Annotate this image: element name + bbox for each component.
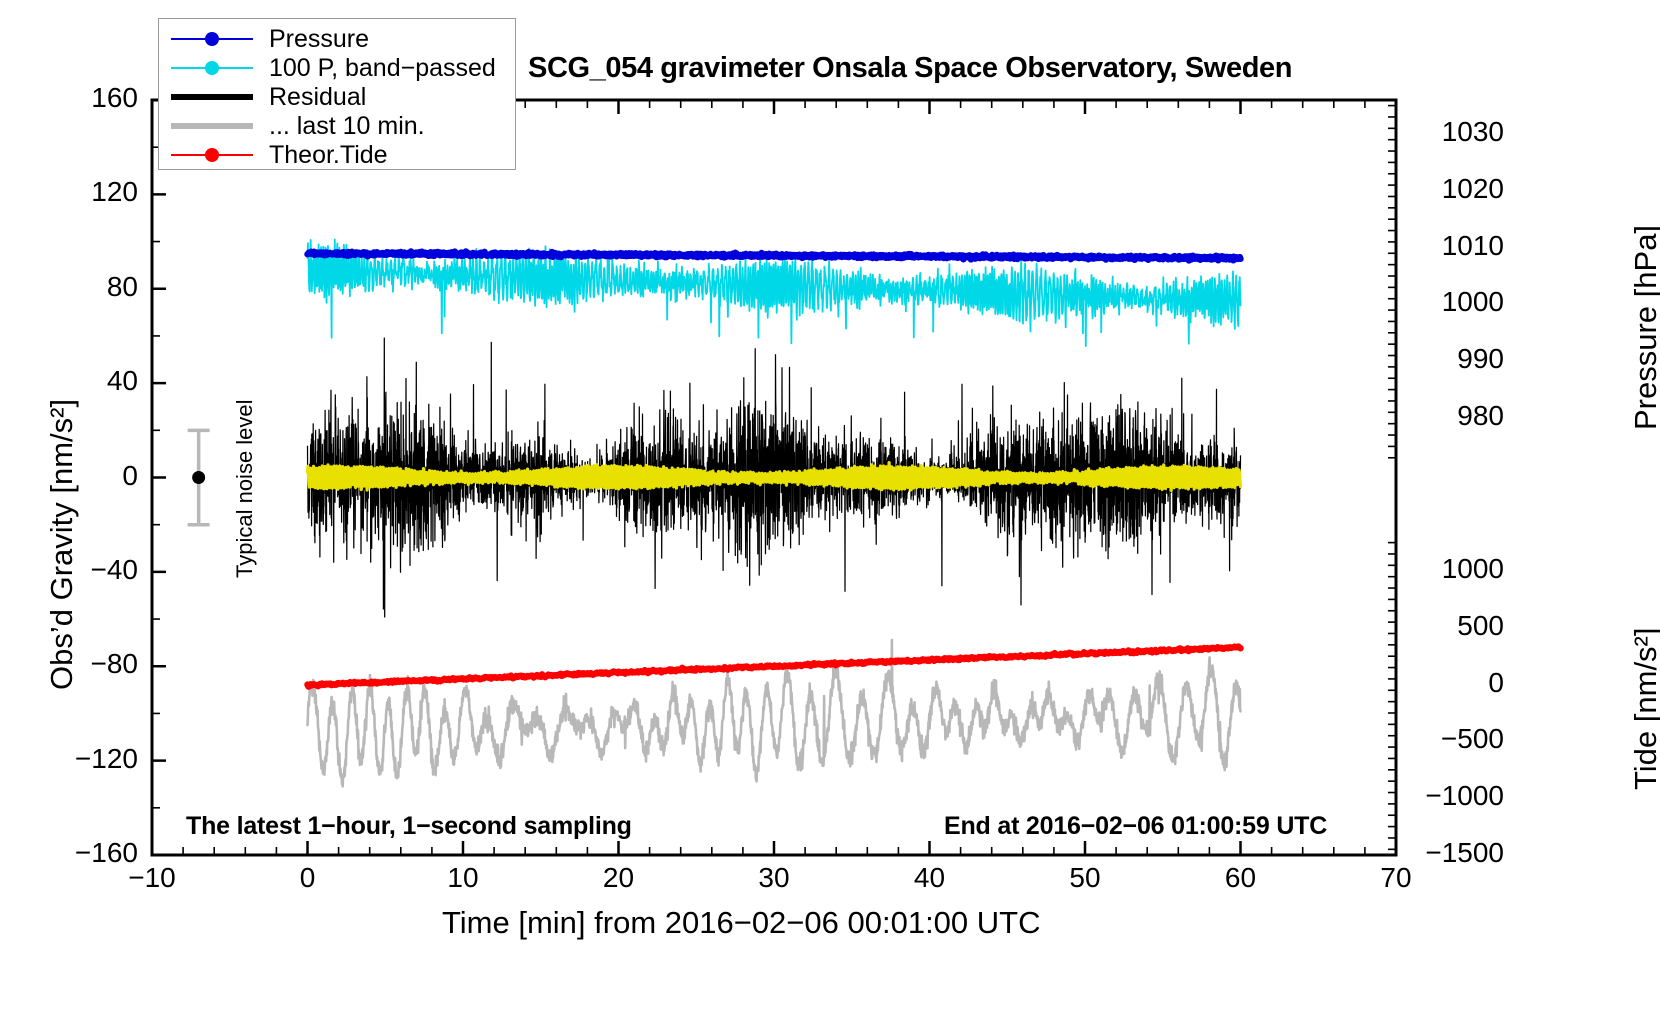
y-right-tide-tick-label: −1000 [1425,780,1504,812]
legend-label: Residual [269,83,367,111]
legend-item-4[interactable]: Theor.Tide [159,141,515,169]
y-left-tick-label: 0 [122,459,138,491]
y-axis-left-title: Obs’d Gravity [nm/s²] [44,398,79,690]
legend-item-0[interactable]: Pressure [159,25,515,53]
x-tick-label: 20 [602,862,635,893]
y-right-tide-tick-label: 1000 [1441,553,1504,584]
y-left-tick-label: −120 [74,742,138,774]
y-left-tick-label: −40 [90,553,139,585]
x-tick-label: 60 [1224,862,1257,893]
x-tick-label: 0 [299,862,316,893]
y-right-pressure-tick-label: 1000 [1441,286,1504,318]
legend-swatch [169,54,255,82]
legend-label: Pressure [269,25,370,53]
page-title: SCG_054 gravimeter Onsala Space Observat… [528,52,1293,84]
x-tick-label: 70 [1380,862,1412,893]
y-right-pressure-tick-label: 1030 [1441,116,1504,147]
legend-item-3[interactable]: ... last 10 min. [159,112,515,140]
series-theoretical-tide [304,643,1244,690]
y-left-tick-label: −160 [74,837,138,868]
y-left-tick-label: 120 [91,176,138,208]
y-left-tick-label: 80 [106,270,138,302]
legend-swatch [169,141,255,169]
x-tick-label: −10 [128,862,176,893]
legend-label: 100 P, band−passed [269,54,496,82]
series-last-10-min [306,638,1242,788]
y-right-tide-tick-label: −1500 [1425,837,1504,868]
noise-errorbar-point [192,471,206,484]
series-residual-filtered [305,461,1243,492]
legend-item-1[interactable]: 100 P, band−passed [159,54,515,82]
series-pressure [304,248,1244,264]
x-tick-label: 40 [913,862,946,893]
y-right-pressure-tick-label: 980 [1457,400,1504,431]
y-axis-right-bottom-title: Tide [nm/s²] [1628,627,1660,791]
legend: Pressure 100 P, band−passed Residual... la… [158,18,516,170]
series-residual [306,337,1242,618]
legend-swatch [169,25,255,53]
x-tick-label: 30 [758,862,790,893]
y-left-tick-label: 160 [91,82,138,113]
y-right-pressure-tick-label: 1010 [1441,229,1504,261]
y-axis-right-top-title: Pressure [hPa] [1628,224,1660,430]
legend-label: ... last 10 min. [269,112,425,140]
x-tick-label: 50 [1069,862,1101,893]
plot-frame [150,98,1398,857]
legend-label: Theor.Tide [269,141,388,169]
sampling-note: The latest 1−hour, 1−second sampling [186,812,632,840]
y-right-tide-tick-label: 500 [1457,609,1504,641]
y-right-pressure-tick-label: 1020 [1441,172,1504,204]
legend-swatch [169,112,255,140]
y-left-tick-label: −80 [90,648,139,680]
end-time-note: End at 2016−02−06 01:00:59 UTC [944,812,1328,840]
legend-item-2[interactable]: Residual [159,83,515,111]
x-axis-title: Time [min] from 2016−02−06 00:01:00 UTC [442,905,1041,940]
y-right-tide-tick-label: 0 [1488,666,1504,698]
y-left-tick-label: 40 [106,365,138,397]
series-band-passed-pressure [306,238,1242,348]
noise-level-label: Typical noise level [232,399,257,578]
legend-swatch [169,83,255,111]
x-tick-label: 10 [447,862,479,893]
y-right-pressure-tick-label: 990 [1457,343,1504,375]
y-right-tide-tick-label: −500 [1440,723,1504,755]
